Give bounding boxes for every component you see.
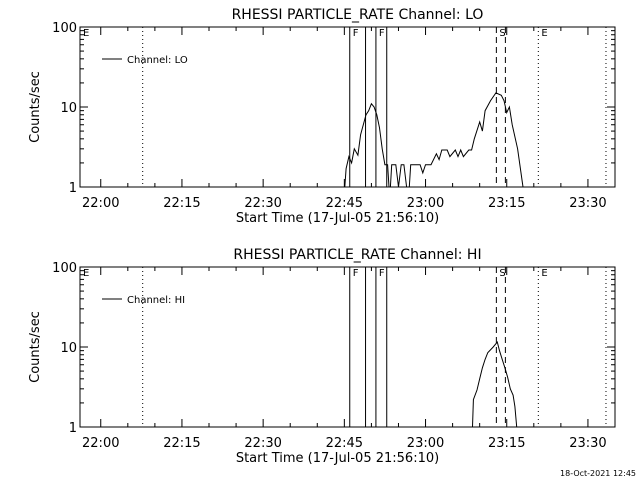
y-tick-label: 10 <box>60 101 77 116</box>
x-tick-label: 22:30 <box>244 196 281 211</box>
legend-label: Channel: LO <box>127 55 188 66</box>
marker-letter: F <box>353 28 359 39</box>
marker-letter: S <box>499 28 505 39</box>
x-tick-label: 22:00 <box>82 436 119 451</box>
y-axis-label: Counts/sec <box>28 71 43 143</box>
marker-letter: F <box>353 268 359 279</box>
x-tick-label: 23:00 <box>407 436 444 451</box>
marker-letter: S <box>499 268 505 279</box>
x-tick-label: 22:45 <box>326 196 363 211</box>
series-line <box>344 92 524 188</box>
marker-letter: E <box>83 28 89 39</box>
y-tick-label: 1 <box>69 421 77 436</box>
x-tick-label: 22:15 <box>163 436 200 451</box>
y-tick-label: 100 <box>52 261 77 276</box>
y-tick-label: 100 <box>52 21 77 36</box>
plot-frame <box>79 266 616 428</box>
marker-letter: E <box>541 28 547 39</box>
y-axis-label: Counts/sec <box>28 311 43 383</box>
x-tick-label: 23:15 <box>488 436 525 451</box>
x-tick-label: 22:00 <box>82 196 119 211</box>
x-axis-label: Start Time (17-Jul-05 21:56:10) <box>236 451 439 466</box>
y-tick-label: 10 <box>60 341 77 356</box>
marker-letter: E <box>83 268 89 279</box>
x-axis-label: Start Time (17-Jul-05 21:56:10) <box>236 211 439 226</box>
series-line <box>472 341 518 428</box>
x-tick-label: 23:30 <box>569 196 606 211</box>
x-tick-label: 22:45 <box>326 436 363 451</box>
hi-channel-panel: RHESSI PARTICLE_RATE Channel: HI E F F S E 1 10… <box>28 247 616 466</box>
x-tick-label: 23:00 <box>407 196 444 211</box>
marker-letter: F <box>379 28 385 39</box>
legend-label: Channel: HI <box>127 295 185 306</box>
chart-title: RHESSI PARTICLE_RATE Channel: LO <box>232 7 484 23</box>
x-tick-label: 23:15 <box>488 196 525 211</box>
lo-channel-panel: RHESSI PARTICLE_RATE Channel: LO E F F S E 1 10… <box>28 7 616 226</box>
x-tick-label: 23:30 <box>569 436 606 451</box>
chart-title: RHESSI PARTICLE_RATE Channel: HI <box>233 247 481 263</box>
marker-letter: E <box>541 268 547 279</box>
marker-letter: F <box>379 268 385 279</box>
y-tick-label: 1 <box>69 181 77 196</box>
x-tick-label: 22:30 <box>244 436 281 451</box>
generated-timestamp: 18-Oct-2021 12:45 <box>560 469 636 478</box>
x-tick-label: 22:15 <box>163 196 200 211</box>
